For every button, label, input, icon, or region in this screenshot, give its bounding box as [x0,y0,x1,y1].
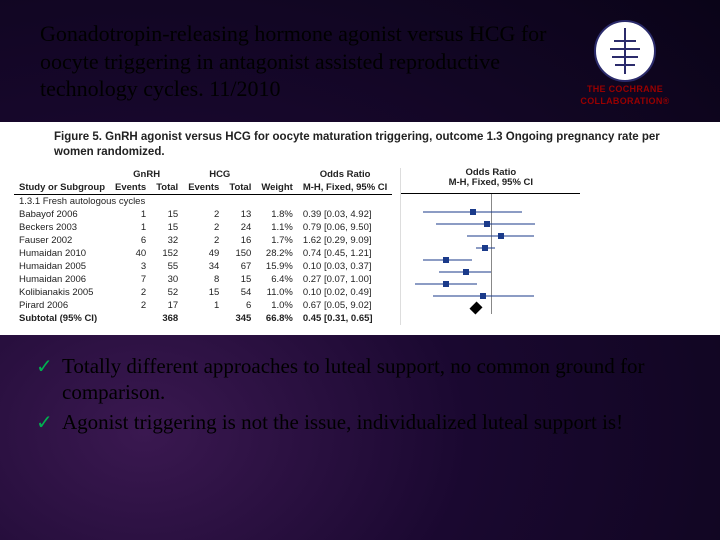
figure-caption: Figure 5. GnRH agonist versus HCG for oo… [14,130,706,160]
bullet-1: ✓Totally different approaches to luteal … [36,353,684,406]
cochrane-logo-icon [594,20,656,82]
forest-plot-canvas: Odds Ratio M-H, Fixed, 95% CI [400,168,580,325]
col-hcg: HCG [183,168,256,181]
logo-text-1: THE COCHRANE [587,84,663,94]
table-row: Beckers 20031152241.1%0.79 [0.06, 9.50] [14,221,392,234]
slide-title: Gonadotropin-releasing hormone agonist v… [40,20,560,103]
col-or: Odds Ratio [298,168,392,181]
check-icon: ✓ [36,355,53,380]
table-row: Kolibianakis 2005252155411.0%0.10 [0.02,… [14,286,392,299]
table-row: Humaidan 2010401524915028.2%0.74 [0.45, … [14,247,392,260]
table-row: Fauser 20026322161.7%1.62 [0.29, 9.09] [14,234,392,247]
forest-plot-figure: Figure 5. GnRH agonist versus HCG for oo… [0,122,720,335]
bullet-2: ✓Agonist triggering is not the issue, in… [36,409,684,435]
table-row: Babayof 20061152131.8%0.39 [0.03, 4.92] [14,208,392,221]
table-row: Pirard 2006217161.0%0.67 [0.05, 9.02] [14,299,392,312]
conclusions-list: ✓Totally different approaches to luteal … [0,335,720,436]
table-row: Humaidan 20067308156.4%0.27 [0.07, 1.00] [14,273,392,286]
cochrane-logo: THE COCHRANE COLLABORATION® [570,20,680,106]
title-area: Gonadotropin-releasing hormone agonist v… [0,0,720,116]
check-icon: ✓ [36,411,53,436]
forest-table: GnRH HCG Odds Ratio Study or Subgroup Ev… [14,168,392,325]
col-gnrh: GnRH [110,168,183,181]
table-row: Humaidan 2005355346715.9%0.10 [0.03, 0.3… [14,260,392,273]
logo-text-2: COLLABORATION® [580,96,669,106]
